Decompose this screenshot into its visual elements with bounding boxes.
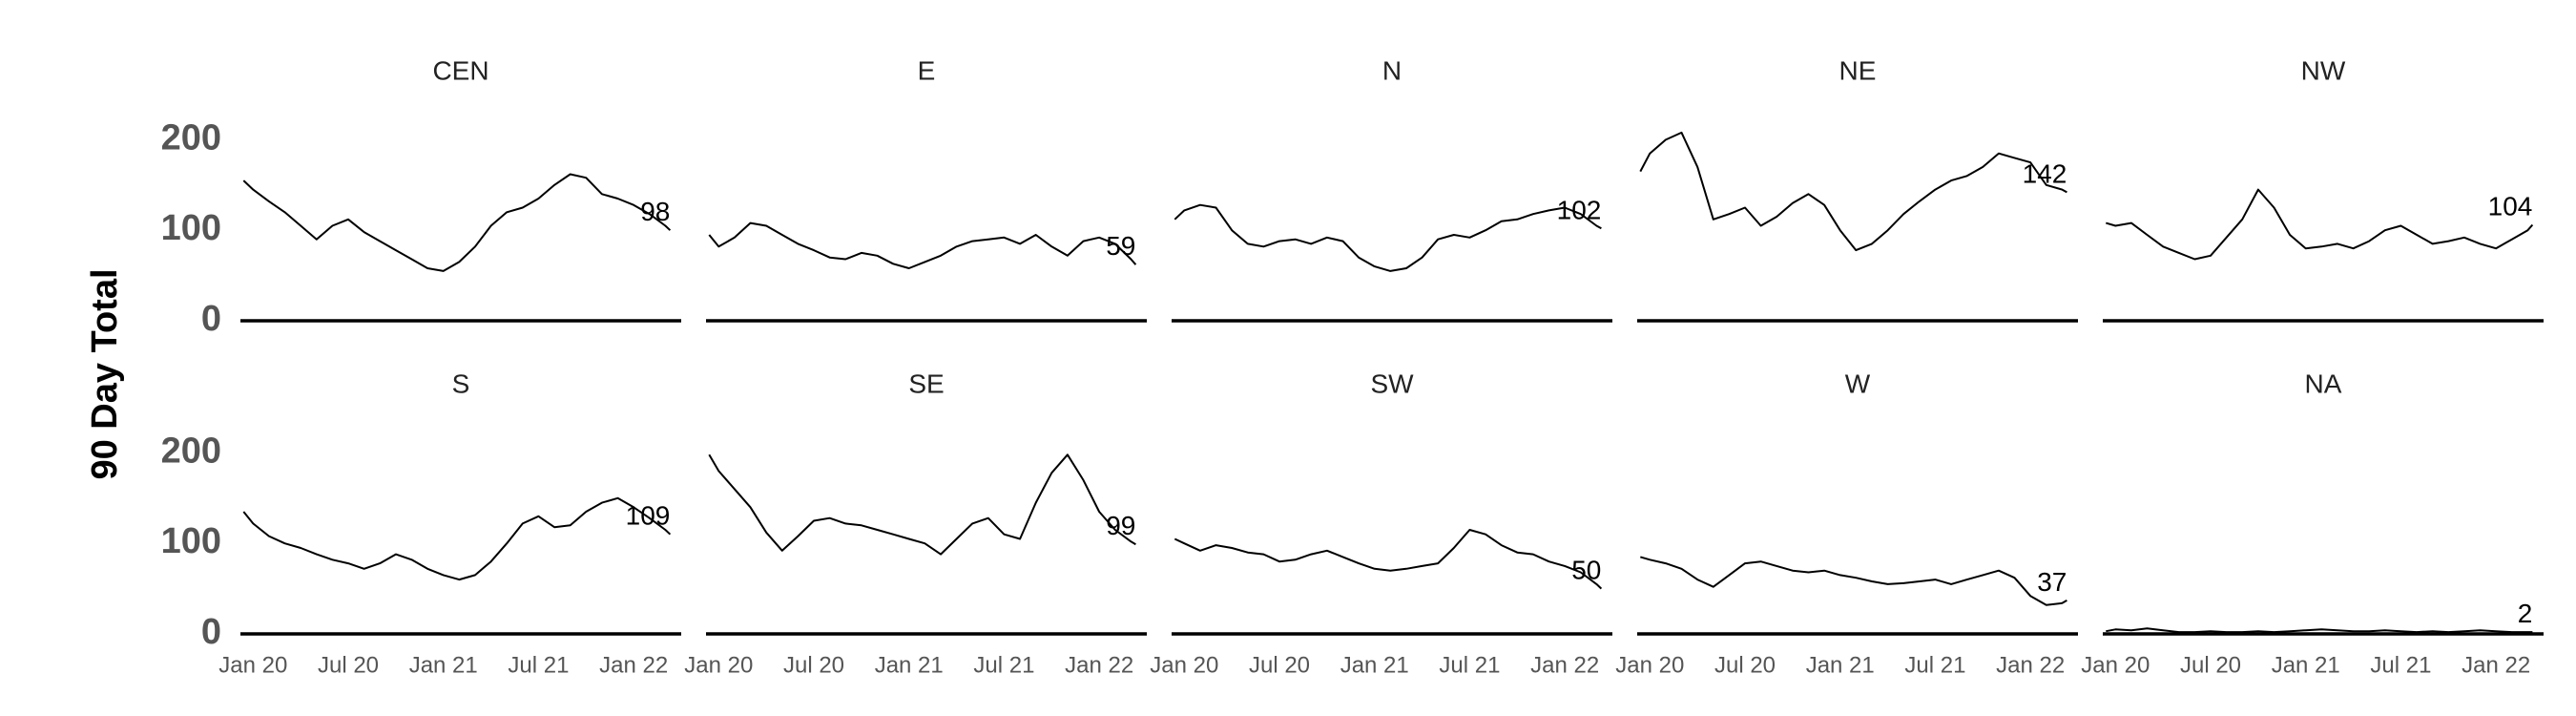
x-tick-label: Jul 20: [783, 652, 844, 678]
series-line-e: [708, 221, 1137, 269]
x-tick-label: Jul 21: [508, 652, 569, 678]
end-label-na: 2: [2518, 599, 2533, 628]
panel-cen: CEN 98 0 100 200: [161, 55, 681, 339]
panel-title-ne: NE: [1839, 55, 1877, 85]
x-tick-label: Jan 20: [218, 652, 287, 678]
panel-title-cen: CEN: [432, 55, 488, 85]
end-label-se: 99: [1106, 511, 1135, 540]
panel-ne: NE 142: [1637, 55, 2078, 323]
y-tick-label: 0: [201, 299, 221, 339]
x-tick-label: Jan 22: [2462, 652, 2530, 678]
series-line-nw: [2106, 188, 2534, 261]
panel-title-w: W: [1845, 369, 1871, 398]
x-tick-label: Jul 21: [1439, 652, 1500, 678]
x-tick-label: Jul 21: [973, 652, 1034, 678]
series-line-sw: [1174, 529, 1603, 590]
y-tick-label: 200: [161, 431, 221, 471]
x-tick-label: Jan 20: [684, 652, 753, 678]
x-tick-label: Jan 20: [2081, 652, 2150, 678]
series-line-na: [2106, 627, 2533, 634]
x-tick-label: Jul 20: [318, 652, 379, 678]
x-tick-label: Jan 21: [2272, 652, 2340, 678]
y-tick-label: 100: [161, 521, 221, 561]
panel-na: NA 2 Jan 20 Jul 20 Jan 21 Jul 21 Jan 22: [2081, 369, 2544, 678]
series-line-s: [242, 496, 672, 581]
panel-title-s: S: [452, 369, 470, 398]
panel-e: E 59: [706, 55, 1147, 323]
end-label-s: 109: [626, 501, 671, 531]
x-tick-label: Jan 22: [1065, 652, 1133, 678]
end-label-w: 37: [2037, 567, 2067, 597]
x-tick-label: Jan 21: [409, 652, 478, 678]
end-label-e: 59: [1106, 231, 1135, 261]
panel-w: W 37 Jan 20 Jul 20 Jan 21 Jul 21 Jan 22: [1615, 369, 2078, 678]
panel-nw: NW 104: [2103, 55, 2544, 323]
series-line-se: [708, 453, 1136, 556]
end-label-ne: 142: [2023, 158, 2067, 188]
facet-panels: CEN 98 0 100 200 E 59 N 102 NE 142 NW 104 S 109 0 100 200…: [161, 55, 2544, 678]
panel-title-nw: NW: [2301, 55, 2346, 85]
end-label-cen: 98: [640, 197, 670, 226]
x-tick-label: Jan 22: [1530, 652, 1599, 678]
x-tick-label: Jul 20: [1714, 652, 1776, 678]
x-tick-label: Jan 22: [1996, 652, 2065, 678]
series-line-cen: [242, 173, 672, 272]
series-line-ne: [1639, 131, 2067, 252]
x-tick-label: Jan 20: [1150, 652, 1218, 678]
end-label-sw: 50: [1571, 556, 1601, 585]
panel-title-e: E: [918, 55, 936, 85]
end-label-nw: 104: [2488, 192, 2533, 221]
panel-title-na: NA: [2305, 369, 2342, 398]
panel-n: N 102: [1172, 55, 1612, 323]
x-tick-label: Jul 21: [1904, 652, 1965, 678]
panel-se: SE 99 Jan 20 Jul 20 Jan 21 Jul 21 Jan 22: [684, 369, 1147, 678]
x-tick-label: Jan 20: [1615, 652, 1684, 678]
panel-s: S 109 0 100 200 Jan 20 Jul 20 Jan 21 Jul 21 Jan 2…: [161, 369, 681, 678]
y-tick-label: 100: [161, 208, 221, 248]
x-tick-label: Jul 21: [2370, 652, 2431, 678]
x-tick-label: Jan 22: [599, 652, 668, 678]
x-tick-label: Jan 21: [1340, 652, 1409, 678]
y-tick-label: 200: [161, 117, 221, 158]
panel-sw: SW 50 Jan 20 Jul 20 Jan 21 Jul 21 Jan 22: [1150, 369, 1612, 678]
x-tick-label: Jul 20: [1249, 652, 1310, 678]
x-tick-label: Jan 21: [875, 652, 944, 678]
panel-title-n: N: [1382, 55, 1402, 85]
x-tick-label: Jul 20: [2180, 652, 2241, 678]
y-tick-label: 0: [201, 612, 221, 652]
end-label-n: 102: [1557, 195, 1602, 224]
panel-title-sw: SW: [1370, 369, 1414, 398]
y-axis-label: 90 Day Total: [85, 268, 125, 479]
panel-title-se: SE: [908, 369, 944, 398]
series-line-n: [1174, 203, 1602, 272]
x-tick-label: Jan 21: [1806, 652, 1875, 678]
series-line-w: [1640, 556, 2067, 606]
